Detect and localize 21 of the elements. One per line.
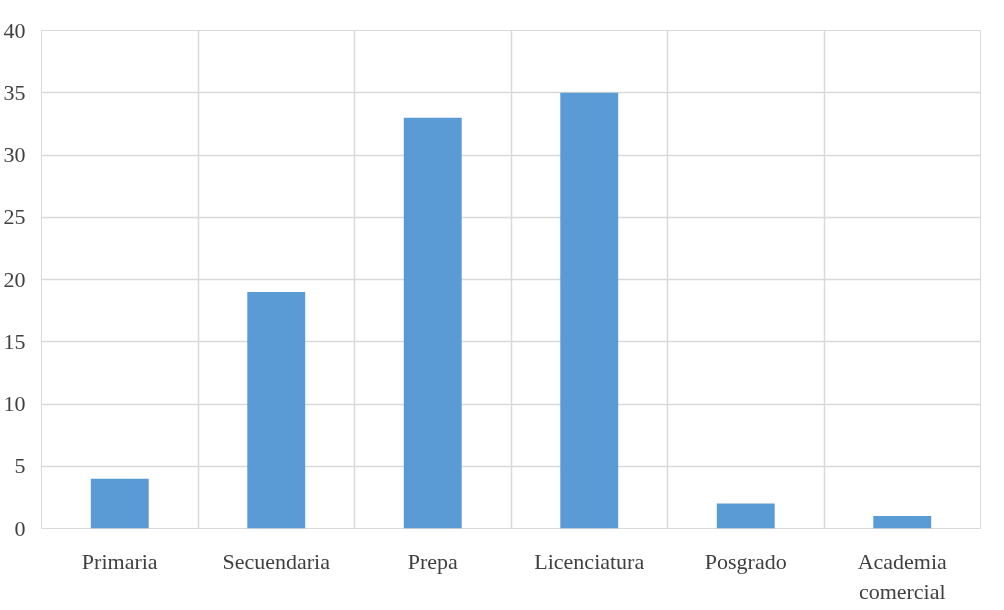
x-tick-label: Academia comercial [857, 548, 948, 604]
bar [247, 291, 306, 529]
y-tick-label: 25 [3, 204, 26, 230]
x-tick-label: Posgrado [704, 548, 787, 574]
bar [90, 478, 149, 529]
y-tick-label: 0 [14, 515, 26, 541]
y-tick-label: 10 [3, 391, 26, 416]
y-tick-label: 15 [3, 328, 26, 354]
y-tick-label: 5 [14, 453, 26, 479]
x-tick-label: Primaria [81, 548, 158, 574]
bar [873, 516, 932, 529]
bar [560, 92, 619, 529]
x-tick-label: Secuendaria [222, 548, 331, 574]
x-tick-label: Prepa [407, 548, 459, 574]
y-tick-label: 40 [3, 17, 26, 43]
x-tick-label: Licenciatura [534, 548, 645, 574]
bar [403, 117, 462, 529]
y-tick-label: 20 [3, 266, 26, 292]
bar [716, 503, 775, 529]
y-tick-label: 30 [3, 142, 26, 167]
y-tick-label: 35 [3, 79, 26, 105]
